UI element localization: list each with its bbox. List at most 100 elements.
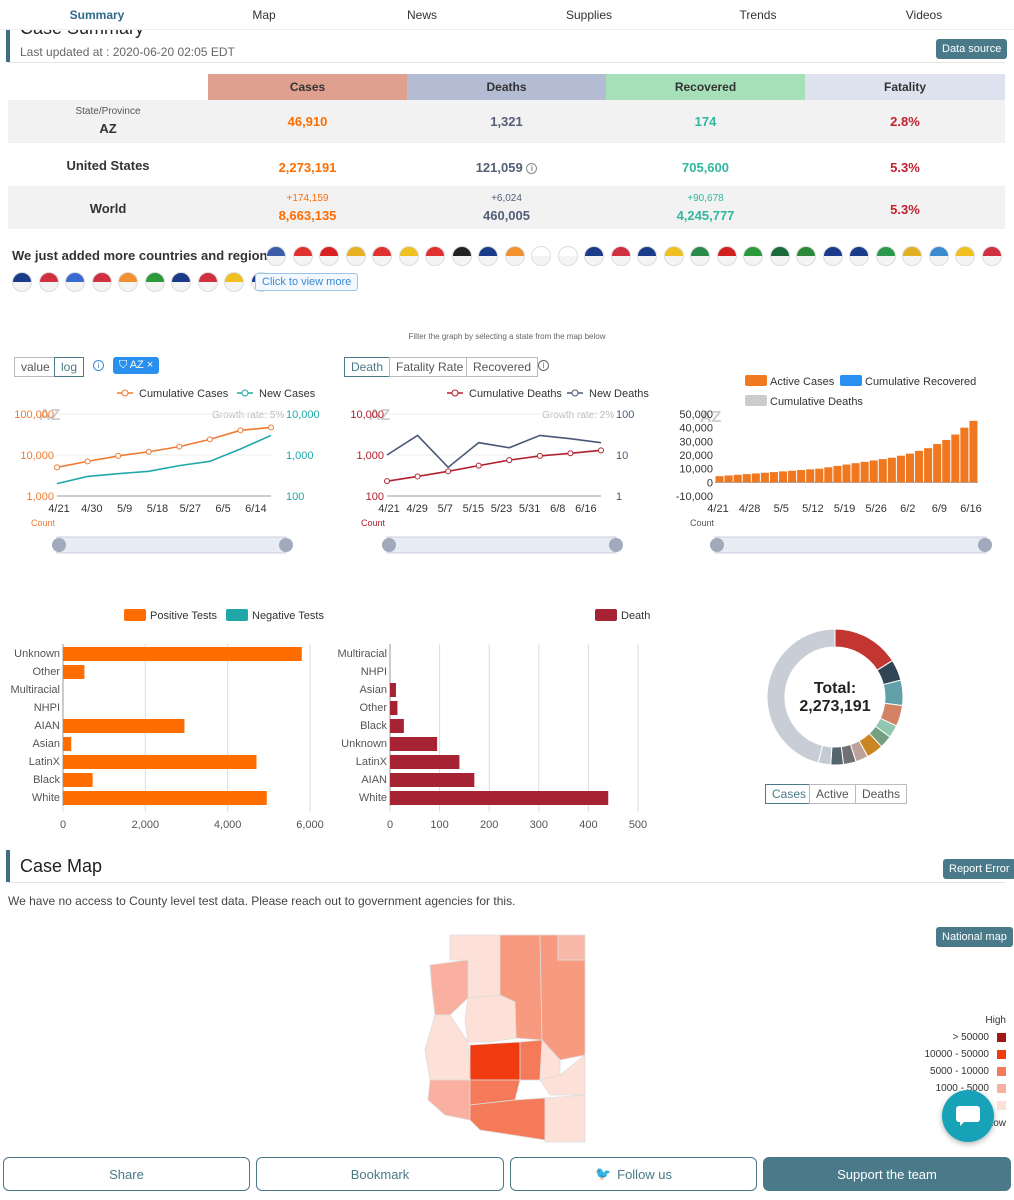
info-icon[interactable]: i (93, 360, 104, 371)
county-region[interactable] (469, 1097, 546, 1141)
value-toggle[interactable]: value (14, 357, 56, 377)
donut-tab-cases[interactable]: Cases (765, 784, 814, 804)
country-flag-icon[interactable] (12, 272, 32, 292)
y-tick-label: 100 (286, 491, 304, 503)
county-region[interactable] (519, 1039, 543, 1081)
slider-handle (609, 538, 623, 552)
cell-recovered: 705,600 (682, 160, 729, 175)
country-flag-icon[interactable] (663, 246, 684, 266)
nav-summary[interactable]: Summary (69, 8, 125, 22)
follow-us-button[interactable]: 🐦 Follow us (510, 1157, 757, 1191)
y-tick-label: 10,000 (679, 464, 713, 476)
county-region[interactable] (544, 1094, 586, 1143)
country-flag-icon[interactable] (171, 272, 191, 292)
country-flag-icon[interactable] (292, 246, 313, 266)
map-legend-item[interactable]: 5000 - 10000 (930, 1066, 1006, 1077)
country-flag-icon[interactable] (38, 272, 59, 292)
country-flag-icon[interactable] (398, 246, 419, 266)
national-map-button[interactable]: National map (936, 927, 1013, 947)
nav-trends[interactable]: Trends (739, 8, 777, 22)
table-row[interactable]: World +174,159 8,663,135 +6,024 460,005 … (8, 186, 1005, 229)
x-tick-label: 5/15 (463, 503, 484, 515)
data-point (445, 468, 452, 475)
recovered-toggle[interactable]: Recovered (466, 357, 539, 377)
country-flag-icon[interactable] (531, 246, 551, 266)
country-flag-icon[interactable] (637, 246, 657, 266)
country-flag-icon[interactable] (584, 246, 604, 266)
country-flag-icon[interactable] (224, 272, 244, 292)
arizona-county-map[interactable] (420, 930, 590, 1145)
country-flag-icon[interactable] (557, 246, 578, 266)
country-flag-icon[interactable] (372, 246, 392, 266)
fatality-rate-toggle[interactable]: Fatality Rate (389, 357, 471, 377)
report-error-button[interactable]: Report Error (943, 859, 1014, 879)
bar (760, 472, 769, 483)
map-legend-item[interactable]: 10000 - 50000 (924, 1049, 1006, 1060)
country-flag-icon[interactable] (610, 246, 631, 266)
country-flag-icon[interactable] (118, 272, 138, 292)
country-flag-icon[interactable] (769, 246, 790, 266)
country-flag-icon[interactable] (478, 246, 498, 266)
info-icon[interactable]: i (538, 360, 549, 371)
country-flag-icon[interactable] (266, 246, 286, 266)
country-flag-icon[interactable] (197, 272, 218, 292)
country-flag-icon[interactable] (319, 246, 339, 266)
legend-label: Active Cases (770, 376, 835, 388)
map-legend-item[interactable] (989, 1100, 1006, 1111)
country-flag-icon[interactable] (690, 246, 710, 266)
support-team-button[interactable]: Support the team (763, 1157, 1011, 1191)
country-flag-icon[interactable] (425, 246, 445, 266)
bar (63, 791, 267, 805)
country-flag-icon[interactable] (716, 246, 737, 266)
county-region[interactable] (429, 959, 469, 1016)
data-point (145, 448, 152, 455)
data-source-button[interactable]: Data source (936, 39, 1008, 59)
country-flag-icon[interactable] (955, 246, 975, 266)
country-flag-icon[interactable] (91, 272, 112, 292)
country-flag-icon[interactable] (345, 246, 366, 266)
country-flag-icon[interactable] (504, 246, 525, 266)
county-region[interactable] (424, 1014, 471, 1081)
log-toggle[interactable]: log (54, 357, 85, 377)
country-flag-icon[interactable] (144, 272, 165, 292)
x-tick-label: 6/5 (215, 503, 230, 515)
y-tick-label: White (32, 792, 60, 804)
view-more-button[interactable]: Click to view more (255, 273, 359, 291)
x-tick-label: 5/26 (865, 503, 886, 515)
bookmark-button[interactable]: Bookmark (256, 1157, 504, 1191)
y-tick-label: Asian (359, 684, 387, 696)
nav-news[interactable]: News (406, 8, 438, 22)
country-flag-icon[interactable] (928, 246, 949, 266)
country-flag-icon[interactable] (796, 246, 816, 266)
country-flag-icon[interactable] (65, 272, 85, 292)
county-region[interactable] (469, 1041, 521, 1081)
share-button[interactable]: Share (3, 1157, 250, 1191)
country-flag-icon[interactable] (451, 246, 472, 266)
info-icon[interactable]: i (526, 163, 538, 175)
donut-tab-active[interactable]: Active (809, 784, 856, 804)
county-region[interactable] (464, 994, 517, 1043)
country-flag-icon[interactable] (849, 246, 869, 266)
nav-map[interactable]: Map (252, 8, 276, 22)
county-region[interactable] (427, 1079, 471, 1121)
country-flag-icon[interactable] (743, 246, 763, 266)
table-row[interactable]: State/Province AZ 46,910 1,321 174 2.8% (8, 100, 1005, 143)
donut-tab-deaths[interactable]: Deaths (855, 784, 908, 804)
map-legend-item[interactable]: > 50000 (953, 1032, 1006, 1043)
country-flag-icon[interactable] (875, 246, 896, 266)
filter-tag-az[interactable]: ⛉ AZ × (113, 357, 160, 374)
nav-supplies[interactable]: Supplies (565, 8, 613, 22)
table-row[interactable]: United States 2,273,191 121,059 i 705,60… (8, 143, 1005, 186)
nav-videos[interactable]: Videos (905, 8, 943, 22)
country-flag-icon[interactable] (822, 246, 843, 266)
cell-cases: 46,910 (287, 114, 328, 129)
zoom-slider (56, 536, 287, 554)
donut-label: Total: (814, 680, 856, 697)
chat-button[interactable] (942, 1090, 994, 1142)
county-region[interactable] (557, 934, 586, 961)
legend-swatch (226, 609, 248, 621)
county-region[interactable] (539, 1054, 586, 1096)
country-flag-icon[interactable] (902, 246, 922, 266)
country-flag-icon[interactable] (981, 246, 1002, 266)
map-legend-item[interactable]: 1000 - 5000 (936, 1083, 1006, 1094)
